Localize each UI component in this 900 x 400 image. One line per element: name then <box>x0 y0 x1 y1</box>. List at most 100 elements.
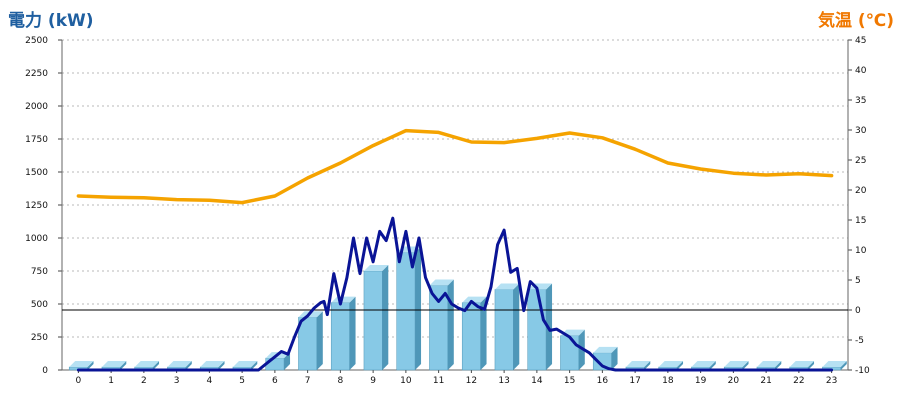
x-tick-label: 18 <box>662 376 674 386</box>
power-bar-side <box>808 361 815 370</box>
temperature-line <box>76 128 834 205</box>
left-axis-title: 電力 (kW) <box>8 11 94 31</box>
right-tick-label: 5 <box>855 276 861 286</box>
x-tick-label: 8 <box>338 376 344 386</box>
x-tick-label: 4 <box>207 376 213 386</box>
power-bar-side <box>316 311 323 370</box>
left-tick-label: 1500 <box>25 168 48 178</box>
right-tick-label: 20 <box>855 186 867 196</box>
power-bar-top <box>658 361 684 367</box>
power-bar-side <box>284 352 291 370</box>
power-bar-top <box>691 361 716 367</box>
left-tick-label: 2500 <box>25 36 48 46</box>
power-bar-top <box>625 361 651 367</box>
x-tick-label: 14 <box>531 376 543 386</box>
power-bar-side <box>185 361 192 370</box>
right-tick-label: 30 <box>855 126 867 136</box>
right-axis-title: 気温 (℃) <box>817 11 894 31</box>
power-bar <box>429 285 449 371</box>
left-tick-label: 2250 <box>25 69 48 79</box>
x-tick-label: 19 <box>695 376 707 386</box>
x-tick-label: 13 <box>498 376 509 386</box>
left-tick-label: 0 <box>42 366 48 376</box>
power-bar-top <box>462 296 487 303</box>
left-tick-label: 750 <box>31 267 48 277</box>
left-tick-label: 1750 <box>25 135 48 145</box>
power-bar-side <box>447 279 454 370</box>
x-tick-label: 1 <box>108 376 114 386</box>
right-tick-label: -5 <box>855 336 864 346</box>
power-bar-side <box>251 361 258 370</box>
power-bar-top <box>494 283 520 290</box>
power-bar-side <box>218 361 225 370</box>
power-bar-top <box>101 361 127 367</box>
power-bar-side <box>349 296 356 370</box>
power-bar-side <box>513 283 520 370</box>
left-tick-label: 2000 <box>25 102 48 112</box>
x-tick-label: 3 <box>174 376 180 386</box>
power-bar-side <box>775 361 782 370</box>
right-tick-label: 35 <box>855 96 866 106</box>
x-tick-label: 9 <box>370 376 376 386</box>
power-bar-top <box>756 361 782 367</box>
right-tick-label: 25 <box>855 156 866 166</box>
power-bar-top <box>232 361 258 367</box>
power-bar-top <box>724 361 749 367</box>
power-bar <box>363 270 383 371</box>
x-tick-label: 21 <box>760 376 771 386</box>
power-bar <box>330 302 350 371</box>
right-tick-label: 0 <box>855 306 861 316</box>
power-bar <box>494 289 514 371</box>
power-bar <box>461 302 481 371</box>
power-line <box>76 216 834 372</box>
x-tick-label: 0 <box>76 376 82 386</box>
power-bar-side <box>840 361 847 370</box>
power-bar-side <box>709 361 716 370</box>
x-tick-label: 17 <box>629 376 640 386</box>
power-bar <box>527 289 547 371</box>
power-bar <box>298 316 318 371</box>
power-bar-side <box>677 361 684 370</box>
right-tick-label: -10 <box>855 366 870 376</box>
power-bar <box>560 335 580 371</box>
power-bar-top <box>822 361 847 367</box>
left-tick-label: 250 <box>31 333 48 343</box>
right-tick-label: 15 <box>855 216 866 226</box>
x-tick-label: 6 <box>272 376 278 386</box>
right-tick-label: 40 <box>855 66 867 76</box>
right-tick-label: 10 <box>855 246 867 256</box>
x-tick-label: 2 <box>141 376 147 386</box>
x-tick-label: 7 <box>305 376 311 386</box>
left-tick-label: 1250 <box>25 201 48 211</box>
x-tick-label: 23 <box>826 376 837 386</box>
x-tick-label: 10 <box>400 376 412 386</box>
x-tick-label: 22 <box>793 376 804 386</box>
x-tick-label: 12 <box>466 376 477 386</box>
power-bar-side <box>480 296 487 370</box>
power-bar-side <box>742 361 749 370</box>
power-bar-top <box>593 346 618 353</box>
power-bar-top <box>429 279 454 286</box>
power-bar-side <box>415 246 422 370</box>
power-bar-top <box>363 265 389 271</box>
power-bar-side <box>120 361 127 370</box>
power-bar-side <box>87 361 94 370</box>
right-tick-label: 45 <box>855 36 866 46</box>
x-tick-label: 5 <box>239 376 245 386</box>
power-bar-side <box>382 265 389 370</box>
left-tick-label: 500 <box>31 300 48 310</box>
power-bar <box>265 357 285 371</box>
power-bar-top <box>69 361 94 367</box>
power-bar-side <box>153 361 160 370</box>
x-tick-label: 16 <box>597 376 609 386</box>
x-tick-label: 20 <box>728 376 740 386</box>
x-tick-label: 15 <box>564 376 575 386</box>
power-bar-side <box>611 346 618 370</box>
power-bar-top <box>789 361 815 367</box>
power-bar-top <box>331 296 356 303</box>
power-bar-top <box>167 361 192 367</box>
left-tick-label: 1000 <box>25 234 48 244</box>
power-bar <box>396 252 416 371</box>
power-bar-top <box>134 361 160 367</box>
